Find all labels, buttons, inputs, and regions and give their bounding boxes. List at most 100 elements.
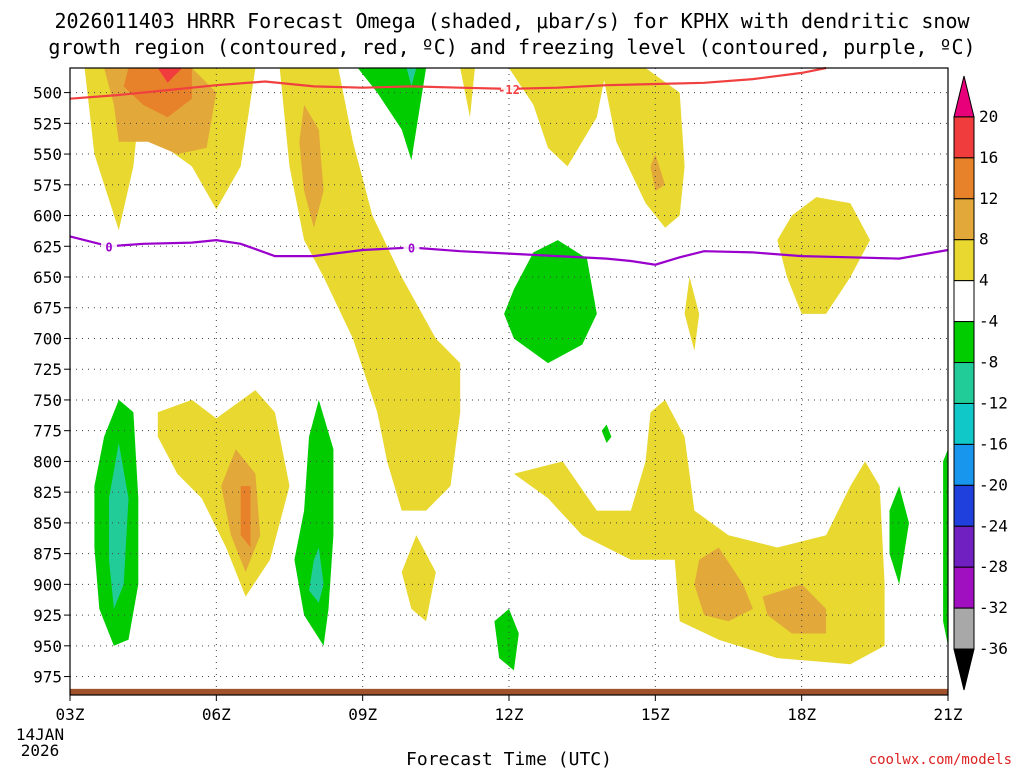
ytick-label-825: 825 [33,483,62,502]
ytick-label-525: 525 [33,114,62,133]
ytick-label-500: 500 [33,84,62,103]
omega-region-24 [601,424,612,443]
colorbar-swatch-5 [953,280,975,323]
colorbar-label-8: -16 [979,434,1008,453]
colorbar-cap-bottom [953,648,975,691]
colorbar-label-2: 12 [979,189,998,208]
colorbar-label-0: 20 [979,107,998,126]
omega-region-4 [601,68,685,228]
colorbar-label-5: -4 [979,312,998,331]
chart-title-line2: growth region (contoured, red, ºC) and f… [48,35,975,59]
ytick-label-950: 950 [33,637,62,656]
ytick-label-675: 675 [33,299,62,318]
omega-region-27 [109,443,129,609]
time-axis: 03Z 06Z 09Z 12Z 15Z 18Z 21Z [56,695,963,724]
ground-surface [70,688,948,695]
freezing-level-contour-label-0: 0 [101,239,118,254]
xtick-label-09Z: 09Z [348,705,377,724]
omega-shading [84,68,948,671]
date-label-year: 2026 [21,741,60,760]
omega-region-20 [504,240,597,364]
colorbar-swatch-8 [953,402,975,445]
colorbar-label-6: -8 [979,353,998,372]
colorbar-label-3: 8 [979,230,989,249]
omega-region-7 [684,277,700,351]
omega-region-29 [406,68,417,87]
freezing-level-contour-label-text-1: 0 [408,241,415,255]
colorbar-label-13: -36 [979,639,1008,658]
colorbar-swatch-10 [953,484,975,527]
colorbar-label-1: 16 [979,148,998,167]
omega-region-16 [123,68,192,118]
ytick-label-600: 600 [33,207,62,226]
dgz-contour-label-text-0: -12 [498,83,520,97]
omega-region-18 [157,68,183,83]
colorbar-swatch-13 [953,607,975,650]
omega-region-28 [309,547,324,603]
chart-title-line1: 2026011403 HRRR Forecast Omega (shaded, … [54,9,970,33]
ytick-label-850: 850 [33,514,62,533]
xtick-label-06Z: 06Z [202,705,231,724]
credit-text[interactable]: coolwx.com/models [869,752,1012,768]
omega-region-11 [299,104,324,228]
date-label-day: 14JAN [16,725,64,744]
omega-region-2 [460,68,475,118]
omega-region-19 [357,68,427,161]
colorbar-label-9: -20 [979,475,1008,494]
xtick-label-12Z: 12Z [495,705,524,724]
colorbar-swatch-9 [953,443,975,486]
colorbar-label-11: -28 [979,557,1008,576]
omega-region-23 [494,608,519,671]
ytick-label-775: 775 [33,422,62,441]
omega-region-26 [943,449,948,646]
colorbar-swatch-2 [953,157,975,200]
xtick-label-18Z: 18Z [787,705,816,724]
colorbar-swatch-3 [953,198,975,241]
colorbar-swatch-6 [953,321,975,364]
freezing-level-contour-label-1: 0 [403,240,420,255]
xtick-label-15Z: 15Z [641,705,670,724]
omega-region-17 [240,486,251,548]
ytick-label-650: 650 [33,268,62,287]
ytick-label-875: 875 [33,545,62,564]
contours: 0 0 -12 [69,66,949,266]
colorbar-label-10: -24 [979,516,1008,535]
ytick-label-975: 975 [33,668,62,687]
ytick-label-625: 625 [33,237,62,256]
ytick-label-550: 550 [33,145,62,164]
omega-region-14 [650,154,666,191]
colorbar-label-7: -12 [979,393,1008,412]
omega-region-25 [889,486,909,585]
colorbar-cap-top [953,75,975,118]
omega-region-5 [777,197,870,314]
xtick-label-03Z: 03Z [56,705,85,724]
pressure-axis: 500 525 550 575 600 625 650 675 700 725 750 775 800 8… [33,84,70,687]
ytick-label-750: 750 [33,391,62,410]
omega-region-3 [509,68,607,167]
ytick-label-925: 925 [33,606,62,625]
colorbar-label-12: -32 [979,598,1008,617]
ytick-label-800: 800 [33,452,62,471]
freezing-level-contour-label-text-0: 0 [105,240,112,254]
colorbar-swatch-12 [953,566,975,609]
colorbar: 20 16 12 8 4 -4 -8 -12 -16 -20 -24 -28 -32 -36 [953,75,1008,691]
ytick-label-725: 725 [33,360,62,379]
ytick-label-575: 575 [33,176,62,195]
dgz-contour-label-0: -12 [498,81,520,97]
colorbar-swatch-7 [953,362,975,404]
ytick-label-700: 700 [33,329,62,348]
xtick-label-21Z: 21Z [934,705,963,724]
dgz-contour [69,66,827,100]
omega-region-13 [694,547,753,622]
colorbar-swatch-1 [953,116,975,159]
gridlines [69,68,949,695]
omega-region-15 [762,584,827,634]
freezing-level-contour [69,235,949,266]
colorbar-swatch-11 [953,525,975,568]
plot-area: 0 0 -12 [69,66,949,696]
omega-region-8 [401,535,436,622]
x-axis-title: Forecast Time (UTC) [406,749,612,768]
colorbar-swatch-4 [953,239,975,282]
ytick-label-900: 900 [33,575,62,594]
